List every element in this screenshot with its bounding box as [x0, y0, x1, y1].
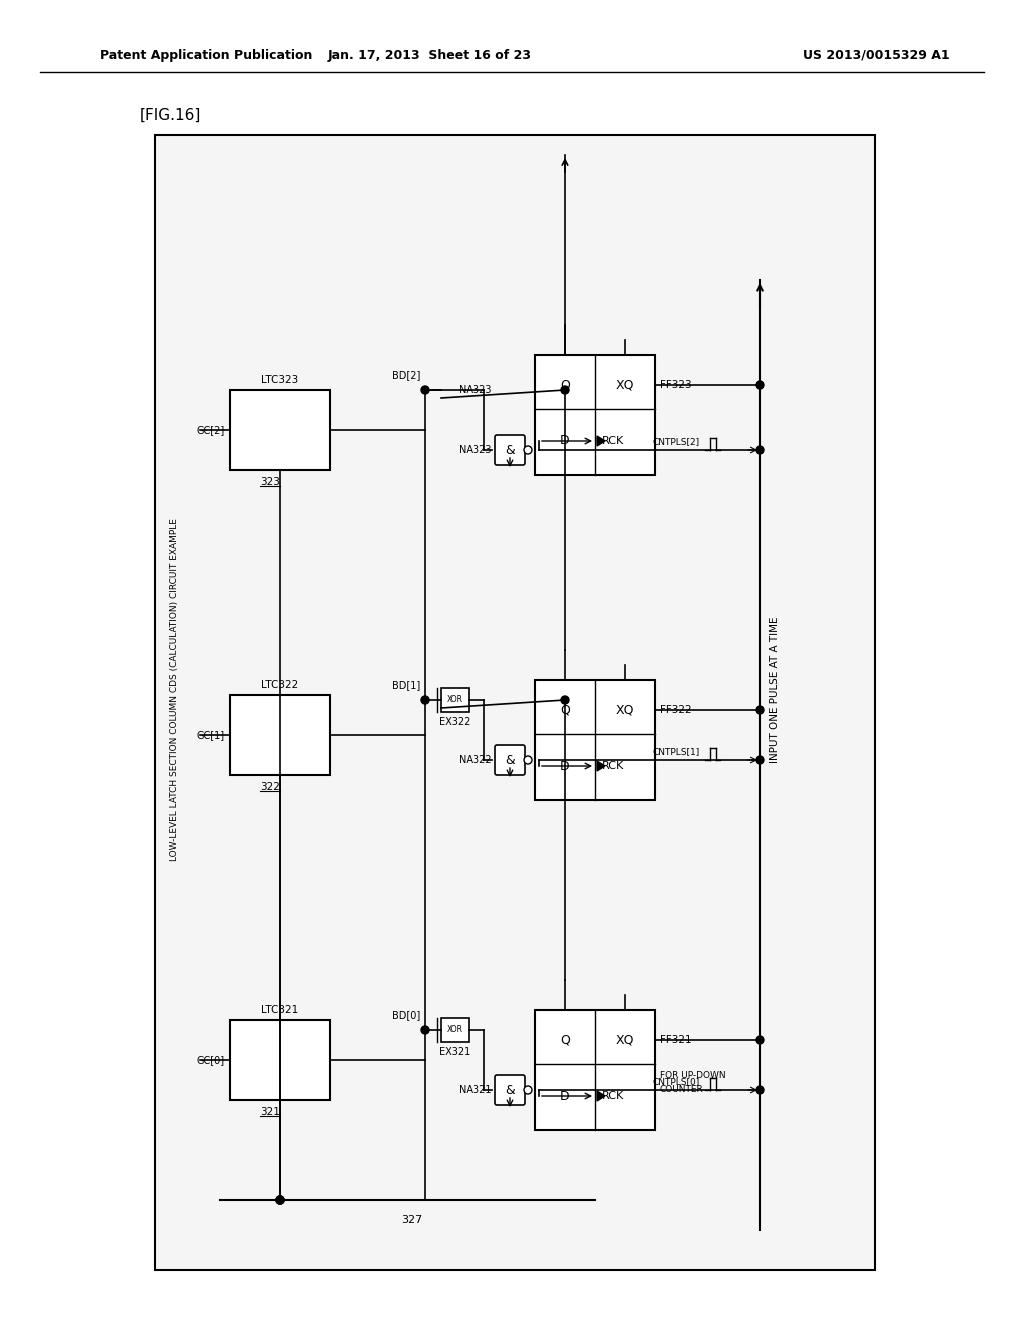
Text: NA321: NA321 — [460, 1085, 492, 1096]
Text: XOR: XOR — [447, 1026, 463, 1035]
Circle shape — [421, 696, 429, 704]
Circle shape — [756, 1086, 764, 1094]
Circle shape — [756, 706, 764, 714]
Circle shape — [276, 1196, 284, 1204]
Circle shape — [756, 1036, 764, 1044]
Text: RCK: RCK — [602, 762, 624, 771]
FancyBboxPatch shape — [495, 744, 525, 775]
Text: D: D — [560, 759, 569, 772]
Circle shape — [561, 696, 569, 704]
Text: XOR: XOR — [447, 696, 463, 705]
Text: &: & — [505, 754, 515, 767]
Text: D: D — [560, 1089, 569, 1102]
Text: EX321: EX321 — [439, 1047, 471, 1057]
Bar — [441, 688, 469, 711]
Text: RCK: RCK — [602, 436, 624, 446]
Circle shape — [524, 756, 532, 764]
Text: US 2013/0015329 A1: US 2013/0015329 A1 — [804, 49, 950, 62]
Text: [FIG.16]: [FIG.16] — [140, 107, 202, 123]
Text: 327: 327 — [401, 1214, 423, 1225]
Text: BD[1]: BD[1] — [392, 680, 420, 690]
Circle shape — [421, 1026, 429, 1034]
Text: FF322: FF322 — [660, 705, 691, 715]
Bar — [155, 135, 874, 1270]
Text: CNTPLS[1]: CNTPLS[1] — [652, 747, 700, 756]
Text: XQ: XQ — [615, 704, 634, 717]
Bar — [230, 389, 330, 470]
FancyBboxPatch shape — [495, 436, 525, 465]
Text: EX322: EX322 — [439, 717, 471, 727]
Text: 322: 322 — [260, 781, 280, 792]
Text: Q: Q — [560, 704, 570, 717]
Text: BD[2]: BD[2] — [391, 370, 420, 380]
Text: CNTPLS[2]: CNTPLS[2] — [653, 437, 700, 446]
Bar — [441, 1018, 469, 1041]
Text: Q: Q — [560, 1034, 570, 1047]
Text: FF321: FF321 — [660, 1035, 691, 1045]
Text: &: & — [505, 1084, 515, 1097]
Text: LOW-LEVEL LATCH SECTION COLUMN CDS (CALCULATION) CIRCUIT EXAMPLE: LOW-LEVEL LATCH SECTION COLUMN CDS (CALC… — [171, 519, 179, 862]
Polygon shape — [597, 1092, 605, 1101]
Bar — [230, 1020, 330, 1100]
Text: GC[1]: GC[1] — [197, 730, 225, 741]
Circle shape — [524, 446, 532, 454]
Text: 321: 321 — [260, 1107, 280, 1117]
Circle shape — [524, 1086, 532, 1094]
Text: NA323: NA323 — [460, 445, 492, 455]
Text: FF323: FF323 — [660, 380, 691, 389]
Text: GC[2]: GC[2] — [197, 425, 225, 436]
Circle shape — [276, 1196, 284, 1204]
Text: FOR UP-DOWN: FOR UP-DOWN — [660, 1072, 726, 1081]
Text: Patent Application Publication: Patent Application Publication — [100, 49, 312, 62]
Bar — [230, 696, 330, 775]
Text: INPUT ONE PULSE AT A TIME: INPUT ONE PULSE AT A TIME — [770, 616, 780, 763]
Text: LTC323: LTC323 — [261, 375, 299, 385]
Text: COUNTER: COUNTER — [660, 1085, 703, 1094]
Circle shape — [756, 446, 764, 454]
Text: Jan. 17, 2013  Sheet 16 of 23: Jan. 17, 2013 Sheet 16 of 23 — [328, 49, 532, 62]
Circle shape — [561, 385, 569, 393]
Text: BD[0]: BD[0] — [392, 1010, 420, 1020]
Text: D: D — [560, 434, 569, 447]
Polygon shape — [597, 436, 605, 446]
Text: CNTPLS[0]: CNTPLS[0] — [652, 1077, 700, 1086]
Circle shape — [276, 1196, 284, 1204]
Text: &: & — [505, 444, 515, 457]
Circle shape — [756, 381, 764, 389]
Bar — [535, 355, 655, 475]
Text: NA323: NA323 — [460, 385, 492, 395]
Text: LTC322: LTC322 — [261, 680, 299, 690]
Circle shape — [421, 385, 429, 393]
Text: Q: Q — [560, 379, 570, 392]
Bar — [535, 680, 655, 800]
Text: GC[0]: GC[0] — [197, 1055, 225, 1065]
Text: XQ: XQ — [615, 1034, 634, 1047]
Text: XQ: XQ — [615, 379, 634, 392]
Text: 323: 323 — [260, 477, 280, 487]
Bar — [535, 1010, 655, 1130]
FancyBboxPatch shape — [495, 1074, 525, 1105]
Text: NA322: NA322 — [460, 755, 492, 766]
Text: RCK: RCK — [602, 1092, 624, 1101]
Text: LTC321: LTC321 — [261, 1005, 299, 1015]
Polygon shape — [597, 762, 605, 771]
Circle shape — [756, 756, 764, 764]
